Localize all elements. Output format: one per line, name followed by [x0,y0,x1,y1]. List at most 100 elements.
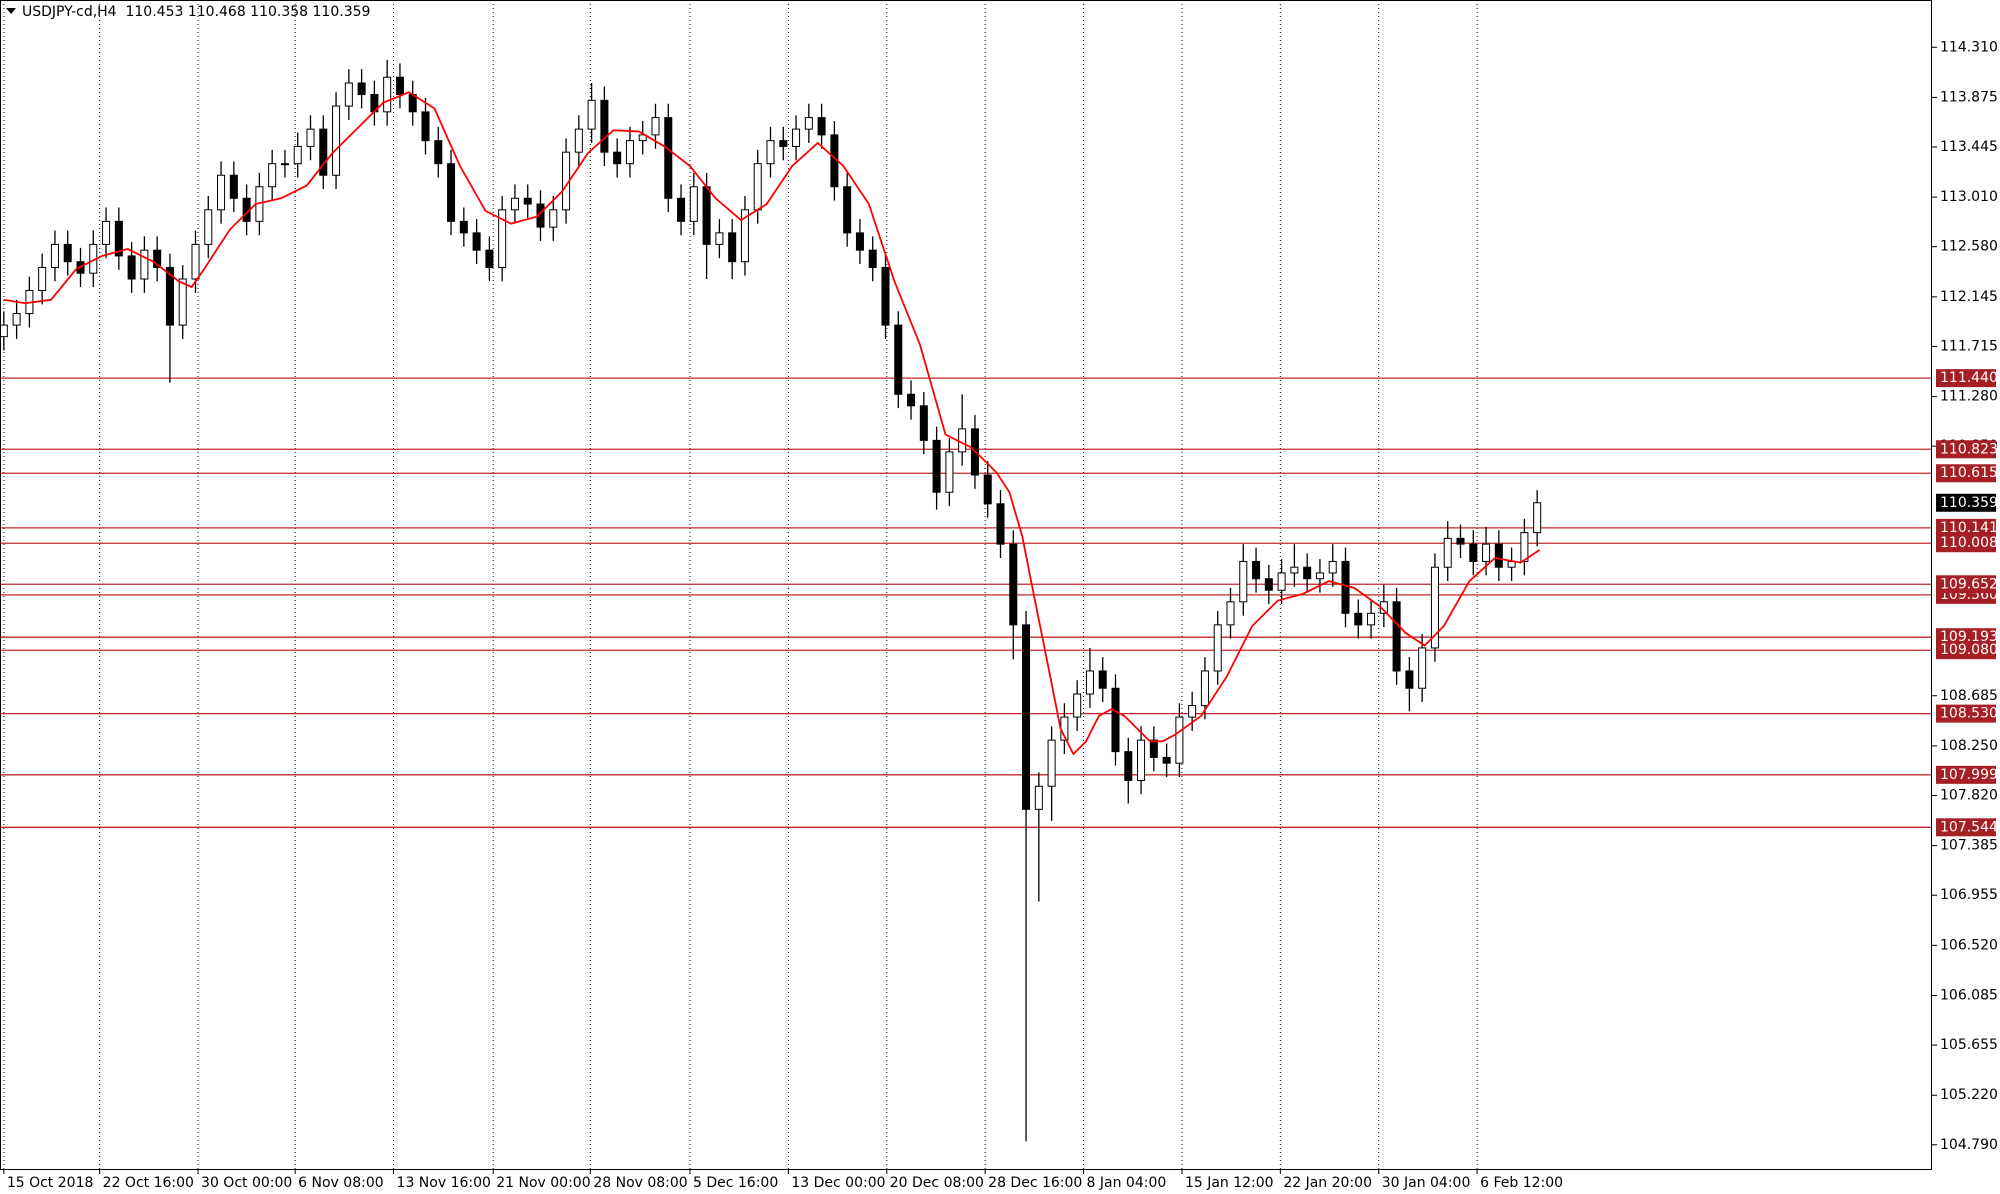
candle-body [932,439,941,493]
candle-body [127,255,136,280]
candle-body [945,451,954,493]
candle-body [1200,670,1209,707]
x-tick-label: 28 Nov 08:00 [593,1175,687,1191]
candle-body [459,220,468,234]
candle-body [1469,543,1478,562]
x-tick-label: 21 Nov 00:00 [496,1175,590,1191]
level-box [1936,704,1996,723]
candle-body [792,128,801,147]
candle-body [344,82,353,107]
y-tick-label: 113.445 [1940,139,1998,155]
x-tick-label: 28 Dec 16:00 [988,1175,1082,1191]
candle-body [1098,670,1107,689]
candle-body [1213,624,1222,672]
candle-body [229,174,238,199]
plot-frame [0,0,1932,1170]
x-tick-label: 6 Feb 12:00 [1480,1175,1563,1191]
candle-body [434,140,443,165]
candle-body [728,232,737,263]
candle-body [268,163,277,188]
candle-body [447,163,456,222]
title-marker [6,8,16,14]
candle-body [1315,572,1324,580]
candle-body [153,249,162,268]
level-label: 110.615 [1940,465,1998,481]
candle-body [919,405,928,441]
x-tick-label: 6 Nov 08:00 [298,1175,383,1191]
chart-title: USDJPY-cd,H4 110.453 110.468 110.358 110… [22,4,370,20]
candle-body [1264,578,1273,591]
candle-body [1137,739,1146,781]
candle-body [114,220,123,257]
candle-body [1341,560,1350,614]
candle-body [1482,543,1491,562]
candle-body [1392,601,1401,672]
level-label: 107.544 [1940,819,1998,835]
candle-body [293,145,302,165]
x-tick-label: 30 Jan 04:00 [1382,1175,1471,1191]
candle-body [1328,560,1337,574]
candle-body [1226,601,1235,626]
level-box [1936,440,1996,459]
candle-body [498,209,507,268]
candle-body [395,76,404,96]
candle-body [280,163,289,166]
candle-body [1443,537,1452,568]
level-box [1936,765,1996,784]
candle-body [779,140,788,147]
x-tick-label: 30 Oct 00:00 [201,1175,292,1191]
candle-body [217,174,226,211]
candle-body [613,151,622,165]
y-tick-label: 113.875 [1940,89,1998,105]
candle-body [1034,785,1043,810]
candle-body [868,249,877,268]
y-tick-label: 112.580 [1940,239,1998,255]
candle-body [1124,751,1133,781]
candle-body [766,140,775,165]
level-box [1936,575,1996,594]
x-tick-label: 15 Jan 12:00 [1185,1175,1274,1191]
candle-body [140,249,149,280]
candle-body [523,197,532,205]
y-tick-label: 106.085 [1940,987,1998,1003]
candle-body [1022,624,1031,810]
level-box [1936,641,1996,660]
y-tick-label: 113.010 [1940,189,1998,205]
x-tick-label: 8 Jan 04:00 [1087,1175,1167,1191]
last-price-label: 110.359 [1940,495,1998,511]
level-box [1936,464,1996,483]
y-tick-label: 107.820 [1940,787,1998,803]
candle-body [1367,612,1376,626]
y-tick-label: 108.250 [1940,738,1998,754]
candle-body [510,197,519,211]
candle-body [1456,537,1465,545]
candle-body [1162,756,1171,764]
candle-body [677,197,686,222]
candle-body [1430,566,1439,649]
last-price-box [1936,493,1996,512]
x-tick-label: 22 Jan 20:00 [1283,1175,1372,1191]
level-label: 107.999 [1940,767,1998,783]
level-label: 109.193 [1940,629,1998,645]
candle-body [996,503,1005,545]
candle-body [1047,739,1056,787]
candle-body [958,428,967,453]
candle-body [843,186,852,234]
candle-body [357,82,366,96]
candle-body [715,232,724,245]
y-tick-label: 104.790 [1940,1137,1998,1153]
level-label: 108.530 [1940,706,1998,722]
level-box [1936,818,1996,837]
moving-average [3,91,1541,756]
candle-body [178,278,187,326]
candle-body [651,117,660,136]
candle-body [907,393,916,407]
candle-body [1533,502,1542,534]
candle-body [1418,647,1427,689]
level-label: 110.008 [1940,535,1998,551]
candle-body [894,324,903,395]
candle-body [204,209,213,245]
y-tick-label: 114.310 [1940,39,1998,55]
candle-body [421,111,430,142]
candle-body [63,243,72,263]
